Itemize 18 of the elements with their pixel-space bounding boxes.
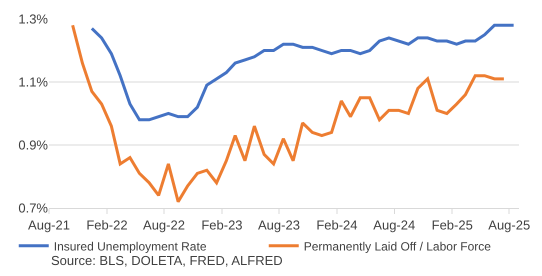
y-tick-label: 1.3% [18,12,48,27]
y-tick-label: 1.1% [18,74,48,90]
legend-label: Insured Unemployment Rate [54,239,207,254]
line-series [90,24,516,122]
source-note: Source: BLS, DOLETA, FRED, ALFRED [51,253,283,268]
line-series [71,24,506,204]
x-tick-label: Aug-22 [143,218,185,233]
x-tick-label: Aug-24 [373,218,416,233]
legend-label: Permanently Laid Off / Labor Force [304,239,492,254]
y-tick-label: 0.9% [18,138,48,153]
x-tick-label: Feb-25 [432,218,473,233]
y-tick-label: 0.7% [18,200,48,216]
x-tick-label: Aug-25 [488,218,530,233]
x-tick-label: Feb-23 [201,218,243,233]
x-tick-label: Aug-23 [258,218,300,233]
x-tick-label: Aug-21 [28,218,70,233]
x-tick-label: Feb-24 [316,218,358,233]
x-tick-label: Feb-22 [86,218,128,233]
